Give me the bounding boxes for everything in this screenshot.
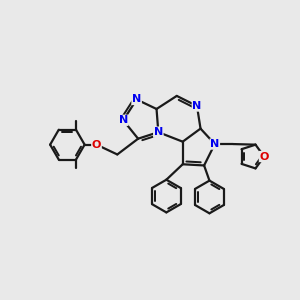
Text: N: N [132,94,141,104]
Text: N: N [192,101,202,111]
Text: N: N [210,139,219,149]
Text: N: N [154,127,163,137]
Text: N: N [118,115,128,125]
Text: O: O [260,152,269,161]
Text: O: O [92,140,101,150]
